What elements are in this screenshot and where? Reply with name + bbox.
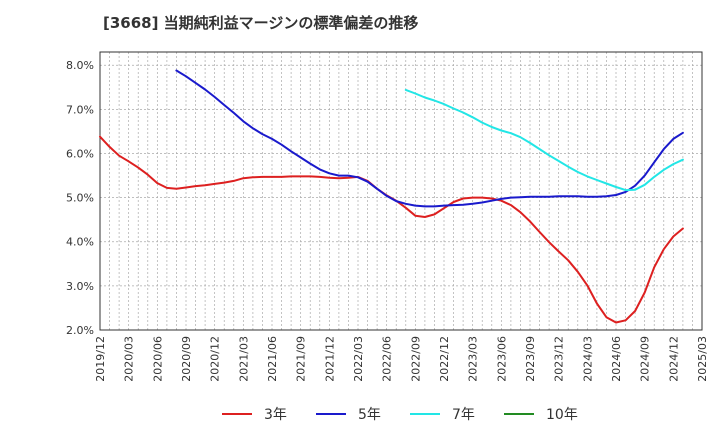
x-tick-label: 2020/06 xyxy=(151,336,164,382)
x-tick-label: 2020/12 xyxy=(209,336,222,382)
y-tick-label: 6.0% xyxy=(66,147,94,160)
legend-label-0: 3年 xyxy=(264,407,287,423)
y-tick-label: 3.0% xyxy=(66,280,94,293)
y-tick-label: 7.0% xyxy=(66,103,94,116)
x-tick-label: 2024/12 xyxy=(667,336,680,382)
x-tick-label: 2020/03 xyxy=(123,336,136,382)
x-tick-label: 2021/09 xyxy=(295,336,308,382)
x-tick-label: 2022/03 xyxy=(352,336,365,382)
x-tick-label: 2023/12 xyxy=(553,336,566,382)
y-tick-label: 5.0% xyxy=(66,192,94,205)
legend-label-3: 10年 xyxy=(546,407,578,423)
plot-area xyxy=(100,52,702,330)
plot-frame xyxy=(99,51,703,331)
x-tick-label: 2025/03 xyxy=(696,336,709,382)
x-tick-label: 2020/09 xyxy=(180,336,193,382)
series-line-1 xyxy=(175,69,684,208)
x-tick-label: 2024/09 xyxy=(639,336,652,382)
x-tick-label: 2023/06 xyxy=(495,336,508,382)
x-tick-label: 2024/06 xyxy=(610,336,623,382)
y-tick-label: 2.0% xyxy=(66,324,94,337)
x-tick-label: 2022/12 xyxy=(438,336,451,382)
x-tick-label: 2021/12 xyxy=(323,336,336,382)
x-tick-label: 2021/03 xyxy=(237,336,250,382)
x-tick-label: 2022/09 xyxy=(409,336,422,382)
chart-title: [3668] 当期純利益マージンの標準偏差の推移 xyxy=(103,14,419,32)
x-tick-label: 2021/06 xyxy=(266,336,279,382)
x-tick-label: 2023/03 xyxy=(467,336,480,382)
x-tick-label: 2022/06 xyxy=(381,336,394,382)
y-tick-label: 4.0% xyxy=(66,236,94,249)
series-line-2 xyxy=(404,88,684,192)
legend-label-1: 5年 xyxy=(358,407,381,423)
x-tick-label: 2023/09 xyxy=(524,336,537,382)
x-tick-label: 2019/12 xyxy=(94,336,107,382)
x-tick-label: 2024/03 xyxy=(581,336,594,382)
legend-label-2: 7年 xyxy=(452,407,475,423)
y-tick-label: 8.0% xyxy=(66,59,94,72)
